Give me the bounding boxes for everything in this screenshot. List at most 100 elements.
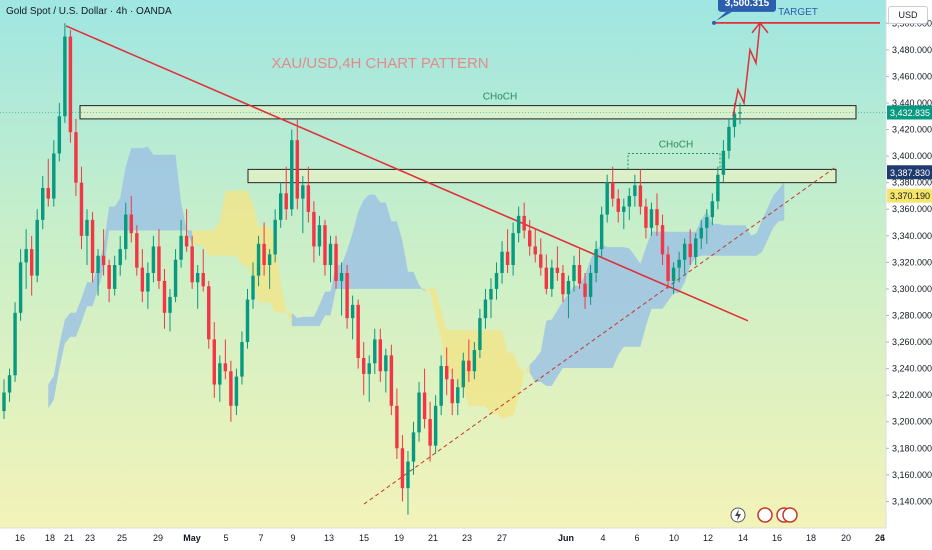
candle-body	[572, 265, 576, 281]
candle-body	[599, 214, 604, 250]
candle	[129, 195, 133, 243]
candle-body	[655, 209, 659, 226]
price-label-value: 3,387.830	[890, 168, 930, 178]
candle	[13, 302, 17, 382]
candle	[682, 238, 687, 276]
candle-body	[367, 363, 371, 374]
candle-body	[112, 265, 117, 289]
x-tick-label: 26	[875, 533, 885, 543]
candle-body	[439, 365, 443, 406]
x-tick-label: 24	[875, 533, 885, 543]
candle-body	[229, 371, 233, 406]
candle-body	[544, 267, 549, 289]
candle	[373, 328, 377, 374]
time-axis[interactable]: 16 18 21 23 25 29 May 5 7 9 13 15 19 21 23 27 Jun 4 6 10 12 1…	[15, 533, 885, 543]
candle-body	[705, 217, 709, 228]
candle	[146, 262, 150, 309]
candle	[522, 202, 526, 239]
y-tick-label: 3,220.000	[892, 390, 932, 400]
target-anchor	[712, 20, 716, 25]
candle-body	[2, 392, 6, 412]
candle-body	[710, 201, 715, 218]
y-tick-label: 3,360.000	[892, 204, 932, 214]
candle-body	[90, 219, 95, 273]
candle	[240, 331, 244, 385]
candle	[710, 193, 715, 226]
y-tick-label: 3,480.000	[892, 45, 932, 55]
x-tick-label: 15	[359, 533, 369, 543]
candle-body	[732, 113, 737, 127]
candle-body	[173, 259, 178, 297]
candle-body	[350, 304, 355, 319]
y-tick-label: 3,260.000	[892, 337, 932, 347]
symbol-legend[interactable]: Gold Spot / U.S. Dollar · 4h · OANDA	[6, 6, 172, 17]
price-axis[interactable]: 3,140.000 3,160.000 3,180.000 3,200.000 3,22…	[0, 18, 932, 506]
candle-body	[566, 280, 571, 295]
candle-body	[124, 214, 128, 250]
target-projection[interactable]: TARGET 3,500.315	[712, 0, 880, 117]
x-tick-label: 25	[117, 533, 127, 543]
candle-body	[378, 339, 383, 372]
y-tick-label: 3,180.000	[892, 443, 932, 453]
cloud-bull-segment	[529, 182, 785, 386]
currency-button[interactable]: USD	[888, 6, 928, 24]
us-flag-event-icon-3[interactable]	[782, 507, 798, 523]
x-tick-label: 16	[15, 533, 25, 543]
candle	[361, 342, 366, 396]
ascending-trendline	[363, 166, 837, 505]
candle-body	[588, 272, 593, 297]
candle	[339, 262, 344, 316]
candle	[577, 249, 582, 289]
candle-body	[428, 419, 432, 446]
candle	[721, 140, 726, 183]
candle	[555, 246, 560, 281]
candle-body	[622, 206, 626, 212]
candle-body	[699, 227, 703, 239]
y-tick-label: 3,160.000	[892, 470, 932, 480]
candle-body	[527, 230, 532, 247]
candle-body	[605, 182, 609, 215]
candle-body	[727, 126, 731, 151]
candle-body	[594, 249, 598, 273]
candle-body	[660, 225, 665, 255]
candle-body	[267, 254, 272, 266]
candle-body	[345, 272, 349, 319]
candle-body	[301, 185, 305, 199]
candle	[35, 209, 39, 283]
candle	[290, 129, 294, 216]
candle	[561, 265, 565, 303]
candle-body	[135, 233, 139, 268]
candle	[157, 229, 161, 289]
calendar-events[interactable]	[730, 507, 798, 523]
candle-body	[373, 339, 377, 364]
candle-body	[489, 288, 493, 300]
candle-body	[633, 185, 637, 196]
candle-body	[29, 249, 34, 276]
candle	[278, 182, 283, 228]
candle-body	[461, 360, 466, 388]
trendlines[interactable]	[65, 25, 837, 505]
candle	[212, 322, 217, 398]
candle	[633, 174, 637, 207]
candle-body	[13, 312, 17, 376]
candle	[599, 206, 604, 258]
lightning-icon	[735, 509, 741, 521]
candle	[677, 251, 681, 283]
candle	[533, 229, 537, 263]
candle	[256, 235, 261, 287]
projection-path	[732, 23, 761, 117]
candle-body	[101, 255, 106, 266]
x-tick-label: May	[183, 533, 201, 543]
candle	[378, 328, 383, 382]
cloud-bear-segment	[424, 288, 530, 420]
candle-body	[422, 392, 427, 420]
candle	[411, 421, 416, 475]
candle	[63, 23, 67, 123]
candle	[406, 450, 410, 515]
candle-body	[129, 214, 133, 234]
descending-trendline	[65, 25, 749, 322]
candle-body	[262, 243, 266, 266]
candle	[140, 249, 145, 303]
us-flag-event-icon[interactable]	[757, 507, 773, 523]
